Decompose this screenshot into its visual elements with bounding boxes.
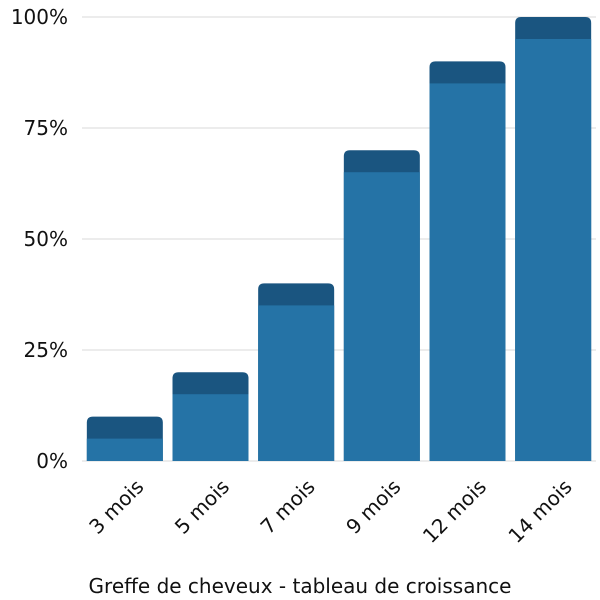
x-tick-label: 5 mois	[170, 475, 234, 539]
x-axis-ticks: 3 mois 5 mois 7 mois 9 mois 12 mois 14 mois	[84, 475, 577, 548]
y-tick-label: 75%	[24, 116, 68, 140]
bars	[86, 17, 592, 462]
x-tick-label: 12 mois	[418, 475, 491, 548]
x-tick-label: 9 mois	[341, 475, 405, 539]
y-tick-label: 50%	[24, 227, 68, 251]
x-tick-label: 3 mois	[84, 475, 148, 539]
x-tick-label: 7 mois	[256, 475, 320, 539]
gridlines	[82, 16, 596, 462]
bar	[429, 83, 506, 462]
bar	[515, 39, 592, 461]
y-tick-label: 100%	[11, 5, 68, 29]
bar	[172, 394, 249, 461]
y-tick-label: 25%	[24, 338, 68, 362]
x-tick-label: 14 mois	[504, 475, 577, 548]
y-tick-label: 0%	[36, 449, 68, 473]
x-axis-label: Greffe de cheveux - tableau de croissanc…	[89, 574, 512, 598]
bar	[258, 305, 335, 461]
bar	[86, 438, 163, 461]
bar	[343, 172, 420, 461]
y-axis-ticks: 0% 25% 50% 75% 100%	[11, 5, 68, 473]
